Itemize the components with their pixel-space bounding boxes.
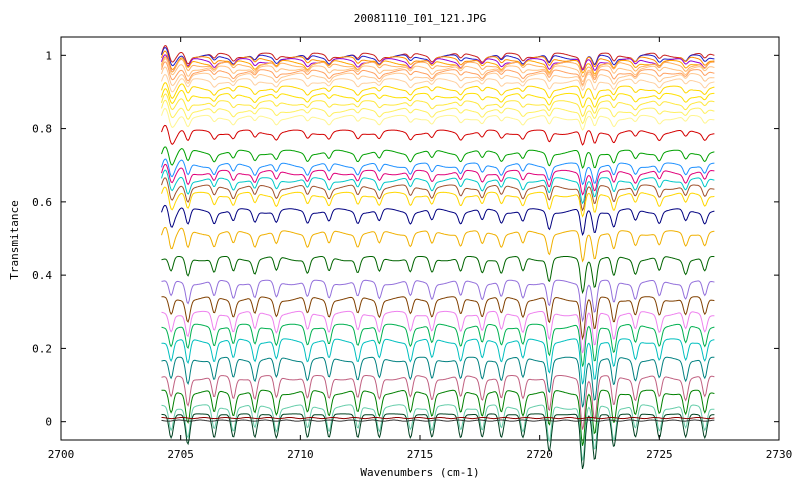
y-tick-label: 0 — [45, 416, 52, 429]
series-line — [161, 404, 715, 461]
series-line — [161, 296, 715, 341]
series-line — [161, 356, 715, 408]
y-tick-label: 0.4 — [32, 269, 52, 282]
x-tick-label: 2725 — [646, 448, 673, 461]
series-line — [161, 146, 715, 169]
series-line — [161, 66, 715, 88]
series-line — [161, 108, 715, 131]
series-line — [161, 419, 715, 422]
series-line — [161, 158, 715, 186]
series-line — [161, 169, 715, 205]
y-tick-label: 0.2 — [32, 342, 52, 355]
series-group — [161, 45, 715, 470]
series-line — [161, 54, 715, 73]
series-line — [161, 204, 715, 236]
x-tick-label: 2705 — [167, 448, 194, 461]
series-line — [161, 338, 715, 385]
series-line — [161, 163, 715, 196]
y-ticks: 0 0.2 0.4 0.6 0.8 1 — [32, 49, 779, 429]
series-line — [161, 58, 715, 83]
series-line — [161, 323, 715, 367]
series-line — [161, 279, 715, 323]
x-tick-label: 2710 — [287, 448, 314, 461]
series-line — [161, 389, 715, 446]
x-tick-label: 2700 — [48, 448, 75, 461]
series-line — [161, 82, 715, 100]
x-ticks: 2700 2705 2710 2715 2720 2725 2730 — [48, 37, 793, 461]
y-tick-label: 1 — [45, 49, 52, 62]
x-tick-label: 2730 — [766, 448, 793, 461]
series-line — [161, 413, 715, 470]
y-tick-label: 0.8 — [32, 123, 52, 136]
series-line — [161, 56, 715, 75]
x-axis-label: Wavenumbers (cm-1) — [360, 466, 479, 479]
x-tick-label: 2720 — [526, 448, 553, 461]
series-line — [161, 255, 715, 295]
series-line — [161, 417, 715, 420]
series-line — [161, 227, 715, 263]
chart-title: 20081110_I01_121.JPG — [354, 12, 486, 25]
y-tick-label: 0.6 — [32, 196, 52, 209]
series-line — [161, 93, 715, 118]
x-tick-label: 2715 — [407, 448, 434, 461]
series-line — [161, 186, 715, 218]
series-line — [161, 375, 715, 430]
series-line — [161, 56, 715, 78]
series-line — [161, 99, 715, 125]
series-line — [161, 177, 715, 212]
y-axis-label: Transmitance — [8, 200, 21, 279]
series-line — [161, 310, 715, 354]
series-line — [161, 61, 715, 86]
series-line — [161, 74, 715, 93]
series-line — [161, 124, 715, 146]
series-line — [161, 88, 715, 109]
